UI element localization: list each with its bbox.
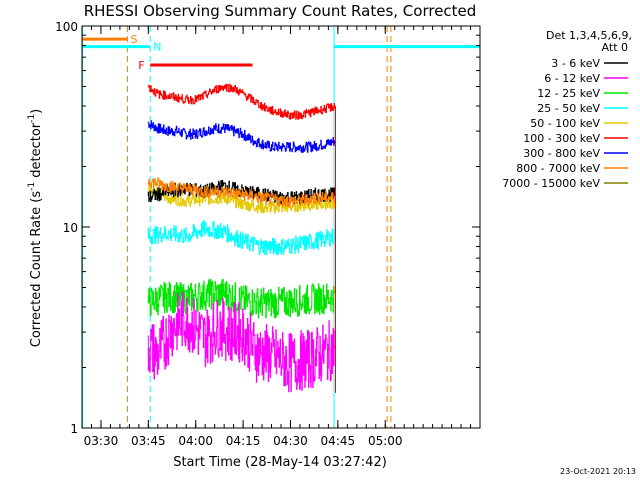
x-axis: 03:30 03:45 04:00 04:15 04:30 04:45 05:00	[84, 26, 472, 448]
marker-label-F: F	[138, 59, 144, 72]
y-axis-label-end: )	[29, 109, 44, 114]
series-100-300kev	[147, 83, 336, 393]
y-axis-label-sup1: -1	[27, 182, 37, 191]
y-axis-label-main: Corrected Count Rate (s	[29, 191, 44, 348]
legend: Det 1,3,4,5,6,9, Att 0 3 - 6 keV 6 - 12 k…	[502, 29, 632, 190]
y-axis-label-mid: detector	[29, 122, 44, 182]
y-tick-label: 1	[70, 422, 78, 436]
legend-label: 6 - 12 keV	[544, 72, 600, 85]
legend-label: 800 - 7000 keV	[516, 162, 600, 175]
x-tick-label: 04:30	[273, 434, 308, 448]
legend-header-line2: Att 0	[602, 41, 628, 54]
legend-label: 7000 - 15000 keV	[502, 177, 600, 190]
x-tick-label: 04:15	[226, 434, 261, 448]
legend-label: 25 - 50 keV	[537, 102, 600, 115]
legend-label: 3 - 6 keV	[551, 57, 600, 70]
footer-date: 23-Oct-2021 20:13	[560, 467, 636, 476]
y-axis-label-sup2: -1	[27, 114, 37, 123]
series-25-50kev	[147, 220, 336, 393]
series-6-12kev	[147, 291, 336, 393]
x-tick-label: 03:45	[131, 434, 166, 448]
x-tick-label: 03:30	[84, 434, 119, 448]
legend-label: 300 - 800 keV	[523, 147, 600, 160]
chart-title: RHESSI Observing Summary Count Rates, Co…	[84, 2, 477, 20]
y-tick-label: 10	[63, 221, 78, 235]
series-12-25kev	[147, 278, 336, 393]
marker-label-N: N	[153, 41, 161, 54]
legend-header-line1: Det 1,3,4,5,6,9,	[546, 29, 632, 42]
series-800-7000kev	[147, 177, 336, 393]
legend-label: 50 - 100 keV	[530, 117, 600, 130]
y-axis-label: Corrected Count Rate (s-1 detector-1)	[27, 109, 44, 347]
series-300-800kev	[147, 120, 336, 393]
marker-label-S: S	[130, 33, 137, 46]
y-axis: 1 10 100	[55, 20, 480, 436]
x-tick-label: 04:45	[321, 434, 356, 448]
x-tick-label: 04:00	[178, 434, 213, 448]
plot-area: S NF	[82, 26, 480, 428]
y-tick-label: 100	[55, 20, 78, 34]
legend-label: 12 - 25 keV	[537, 87, 600, 100]
x-tick-label: 05:00	[368, 434, 403, 448]
legend-label: 100 - 300 keV	[523, 132, 600, 145]
x-axis-label: Start Time (28-May-14 03:27:42)	[173, 455, 387, 470]
